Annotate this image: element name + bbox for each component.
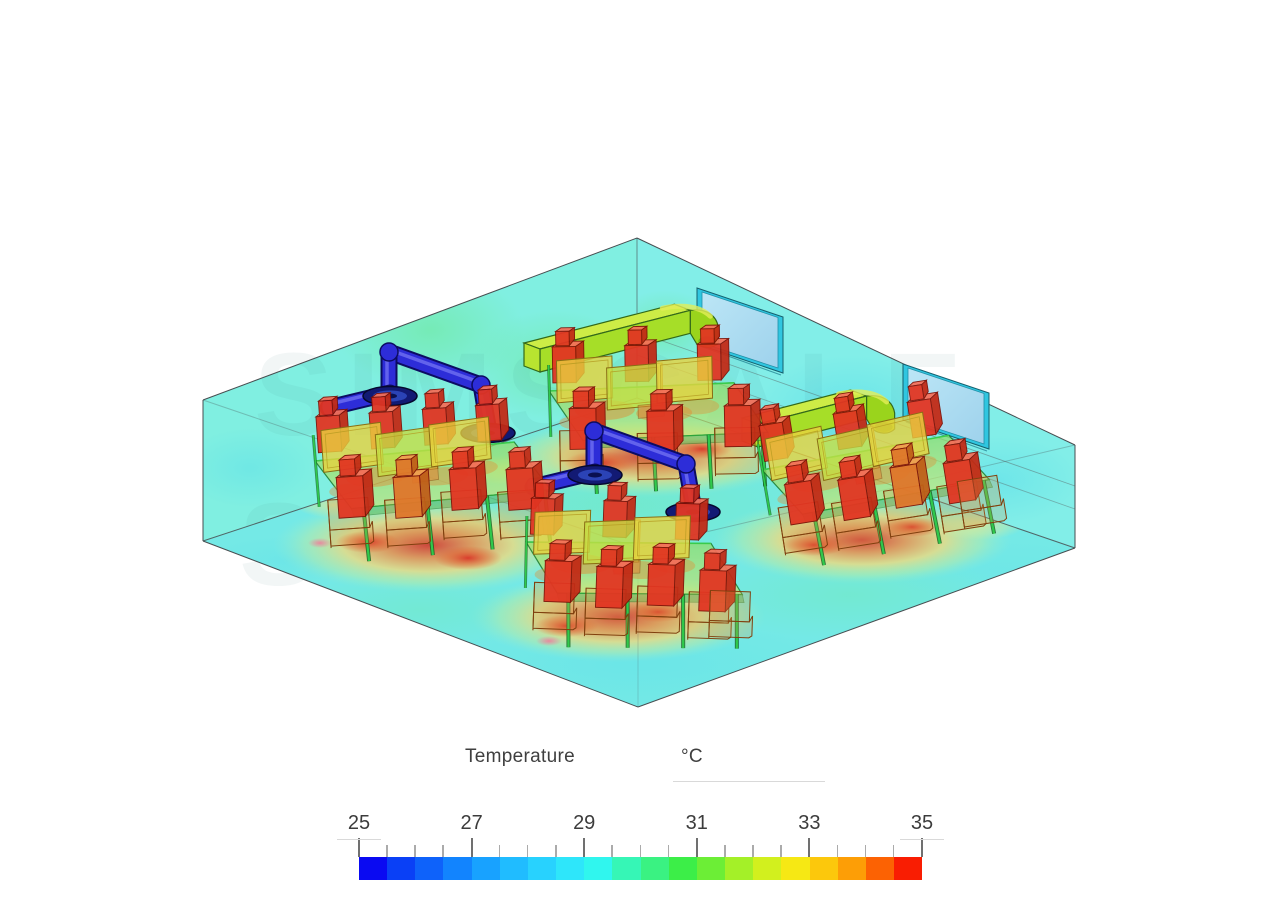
- legend-max-underline: [900, 839, 944, 840]
- colorbar-segment: [837, 857, 866, 880]
- desk-divider-panel: [320, 421, 384, 473]
- chair[interactable]: [956, 474, 1008, 530]
- colorbar-tick: [724, 845, 726, 857]
- colorbar-tick: [695, 838, 698, 857]
- colorbar-tick: [639, 845, 641, 857]
- colorbar-tick-label: 33: [798, 812, 821, 834]
- legend-unit-underline: [673, 781, 825, 782]
- colorbar-segment: [471, 857, 500, 880]
- colorbar-segment: [556, 857, 585, 880]
- desk-group-front[interactable]: [522, 479, 757, 654]
- colorbar-tick-label: 29: [573, 812, 596, 834]
- colorbar-tick: [752, 845, 754, 857]
- colorbar-segment: [809, 857, 838, 880]
- colorbar-tick: [921, 838, 923, 857]
- colorbar-tick: [667, 845, 670, 857]
- colorbar-segment: [415, 857, 444, 880]
- colorbar-segment: [584, 857, 613, 880]
- desk-group-right[interactable]: [752, 371, 1009, 572]
- legend-min-label[interactable]: 25: [347, 812, 371, 834]
- colorbar-tick: [414, 845, 416, 857]
- chair[interactable]: [708, 589, 754, 639]
- colorbar-segment: [612, 857, 641, 880]
- colorbar-segment: [443, 857, 472, 880]
- colorbar-segment: [387, 857, 416, 880]
- colorbar-tick: [780, 845, 782, 857]
- colorbar-segment: [753, 857, 782, 880]
- legend-max-label[interactable]: 35: [910, 812, 934, 834]
- colorbar-segment: [865, 857, 894, 880]
- colorbar-tick: [526, 845, 529, 857]
- colorbar-tick: [470, 838, 473, 857]
- colorbar-tick: [498, 845, 501, 857]
- colorbar-segment: [893, 857, 923, 880]
- colorbar-segment: [640, 857, 669, 880]
- colorbar-tick: [442, 845, 444, 857]
- colorbar-segment: [359, 857, 388, 880]
- colorbar-tick: [611, 845, 613, 857]
- colorbar: [359, 857, 923, 880]
- colorbar-tick: [808, 838, 811, 857]
- colorbar-tick: [358, 838, 360, 857]
- colorbar-segment: [725, 857, 754, 880]
- colorbar-tick-label: 27: [460, 812, 483, 834]
- legend-field-label: Temperature: [465, 746, 575, 767]
- colorbar-segment: [668, 857, 697, 880]
- legend-unit-value[interactable]: °C: [681, 746, 703, 767]
- colorbar-tick: [892, 845, 895, 857]
- legend-min-underline: [337, 839, 381, 840]
- desk-group-left[interactable]: [311, 382, 557, 565]
- colorbar-segment: [781, 857, 810, 880]
- colorbar-tick: [864, 845, 867, 857]
- colorbar-segment: [499, 857, 528, 880]
- hot-floor-contour: [273, 497, 583, 593]
- colorbar-segment: [696, 857, 726, 880]
- colorbar-tick: [583, 838, 586, 857]
- colorbar-tick: [555, 845, 557, 857]
- colorbar-tick: [386, 845, 388, 857]
- colorbar-tick-label: 31: [685, 812, 708, 834]
- colorbar-tick: [836, 845, 838, 857]
- colorbar-segment: [527, 857, 557, 880]
